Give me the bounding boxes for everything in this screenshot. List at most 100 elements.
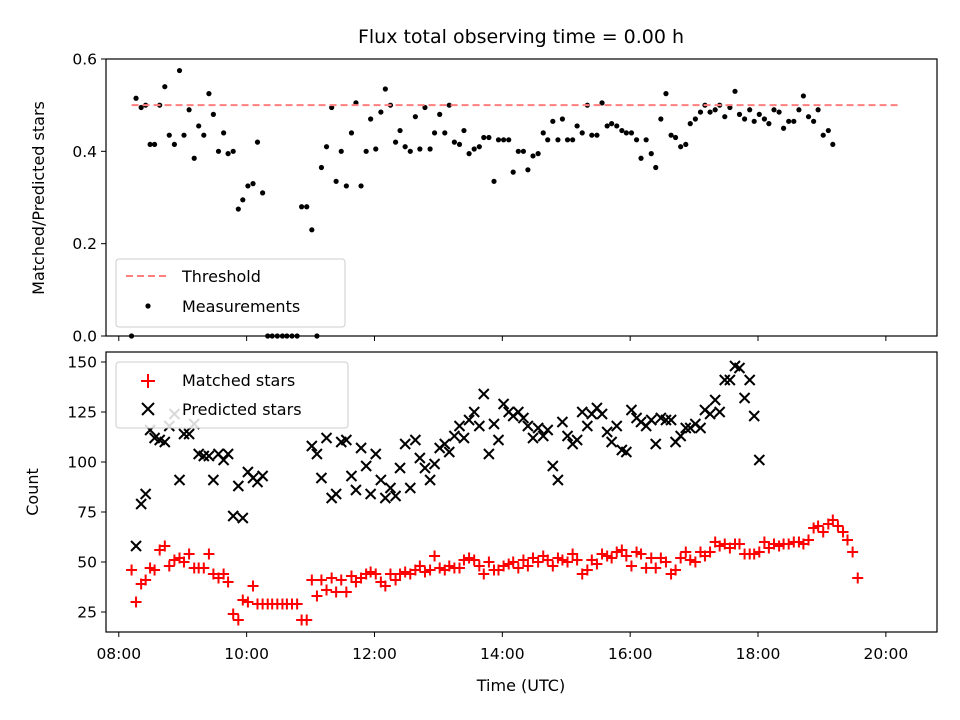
matched-point	[847, 546, 859, 558]
predicted-point	[364, 488, 377, 500]
matched-point	[414, 560, 426, 572]
predicted-point	[537, 430, 549, 442]
predicted-point	[581, 420, 594, 432]
predicted-points	[130, 360, 766, 552]
matched-point	[227, 608, 239, 620]
predicted-point	[355, 442, 367, 454]
measurement-point	[437, 111, 443, 117]
measurement-point	[162, 84, 168, 90]
measurement-point	[397, 127, 403, 134]
matched-point	[434, 562, 446, 574]
measurement-point	[570, 137, 576, 143]
predicted-point	[384, 482, 397, 494]
bottom-x-tick-label: 16:00	[608, 645, 653, 663]
matched-point	[842, 534, 854, 546]
matched-point	[758, 536, 770, 548]
matched-point	[203, 548, 215, 560]
predicted-point	[370, 448, 382, 460]
measurement-point	[309, 227, 315, 233]
bottom-axes: 25 50 75 100 125 150 08:00 10:00 12:00 14:00 16:0…	[23, 351, 938, 695]
measurement-point	[643, 137, 649, 143]
measurement-point	[333, 178, 339, 184]
matched-point	[620, 550, 632, 562]
predicted-point	[724, 374, 736, 386]
measurement-point	[451, 139, 457, 145]
measurement-point	[456, 141, 463, 148]
matched-point	[242, 596, 254, 608]
measurement-point	[481, 134, 487, 141]
matched-point	[232, 614, 244, 626]
legend-predicted-label: Predicted stars	[182, 400, 302, 419]
measurement-point	[515, 148, 521, 154]
measurement-point	[780, 125, 787, 131]
predicted-point	[625, 404, 638, 416]
measurement-point	[678, 144, 684, 150]
measurement-point	[751, 118, 757, 124]
top-legend: Threshold Measurements	[115, 258, 346, 328]
measurement-point	[299, 204, 305, 210]
measurement-point	[348, 130, 355, 136]
bottom-x-tick-label: 08:00	[96, 645, 141, 663]
predicted-point	[340, 434, 353, 446]
matched-point	[399, 566, 411, 578]
matched-point	[429, 550, 441, 562]
measurement-point	[722, 114, 728, 120]
matched-point	[783, 538, 795, 550]
predicted-point	[448, 430, 461, 442]
predicted-point	[404, 482, 416, 494]
predicted-point	[379, 492, 392, 504]
matched-point	[753, 546, 765, 558]
measurement-point	[525, 167, 531, 173]
measurement-point	[191, 155, 197, 161]
bottom-x-tick-label: 10:00	[224, 645, 269, 663]
predicted-point	[330, 488, 342, 500]
measurement-point	[609, 121, 615, 127]
matched-point	[149, 564, 161, 576]
matched-point	[168, 554, 180, 566]
top-y-axis-label: Matched/Predicted stars	[29, 101, 48, 295]
matched-point	[390, 574, 402, 586]
measurement-point	[736, 111, 743, 117]
measurement-point	[506, 137, 512, 143]
predicted-point	[203, 450, 215, 462]
predicted-point	[547, 460, 559, 472]
matched-point	[424, 564, 436, 576]
predicted-point	[483, 448, 495, 460]
measurement-point	[318, 164, 325, 171]
measurement-point	[815, 107, 821, 113]
measurement-point	[427, 146, 433, 152]
matched-point	[635, 548, 647, 560]
predicted-point	[306, 440, 318, 452]
predicted-point	[453, 420, 466, 432]
measurement-point	[407, 148, 413, 154]
measurement-point	[830, 141, 836, 148]
bottom-x-tick-label: 20:00	[864, 645, 909, 663]
measurement-point	[825, 127, 831, 134]
predicted-point	[522, 420, 534, 432]
measurement-point	[550, 118, 556, 124]
predicted-point	[552, 474, 564, 486]
measurement-point	[619, 127, 625, 134]
matched-point	[837, 526, 849, 538]
measurement-point	[382, 86, 388, 92]
measurement-point	[535, 151, 541, 157]
predicted-point	[315, 472, 328, 484]
matched-point	[473, 560, 485, 572]
matched-point	[183, 548, 195, 560]
matched-point	[556, 554, 568, 566]
predicted-point	[232, 480, 245, 492]
predicted-point	[389, 490, 402, 502]
predicted-point	[375, 474, 387, 486]
top-y-tick-label: 0.2	[72, 235, 97, 253]
bottom-x-ticks: 08:00 10:00 12:00 14:00 16:00 18:00 20:00	[96, 632, 908, 663]
measurement-point	[431, 130, 438, 136]
matched-point	[163, 560, 175, 572]
measurement-point	[446, 102, 452, 108]
predicted-point	[207, 474, 220, 486]
matched-point	[326, 572, 338, 584]
predicted-point	[311, 448, 323, 460]
predicted-point	[488, 418, 500, 430]
matched-point	[306, 574, 318, 586]
